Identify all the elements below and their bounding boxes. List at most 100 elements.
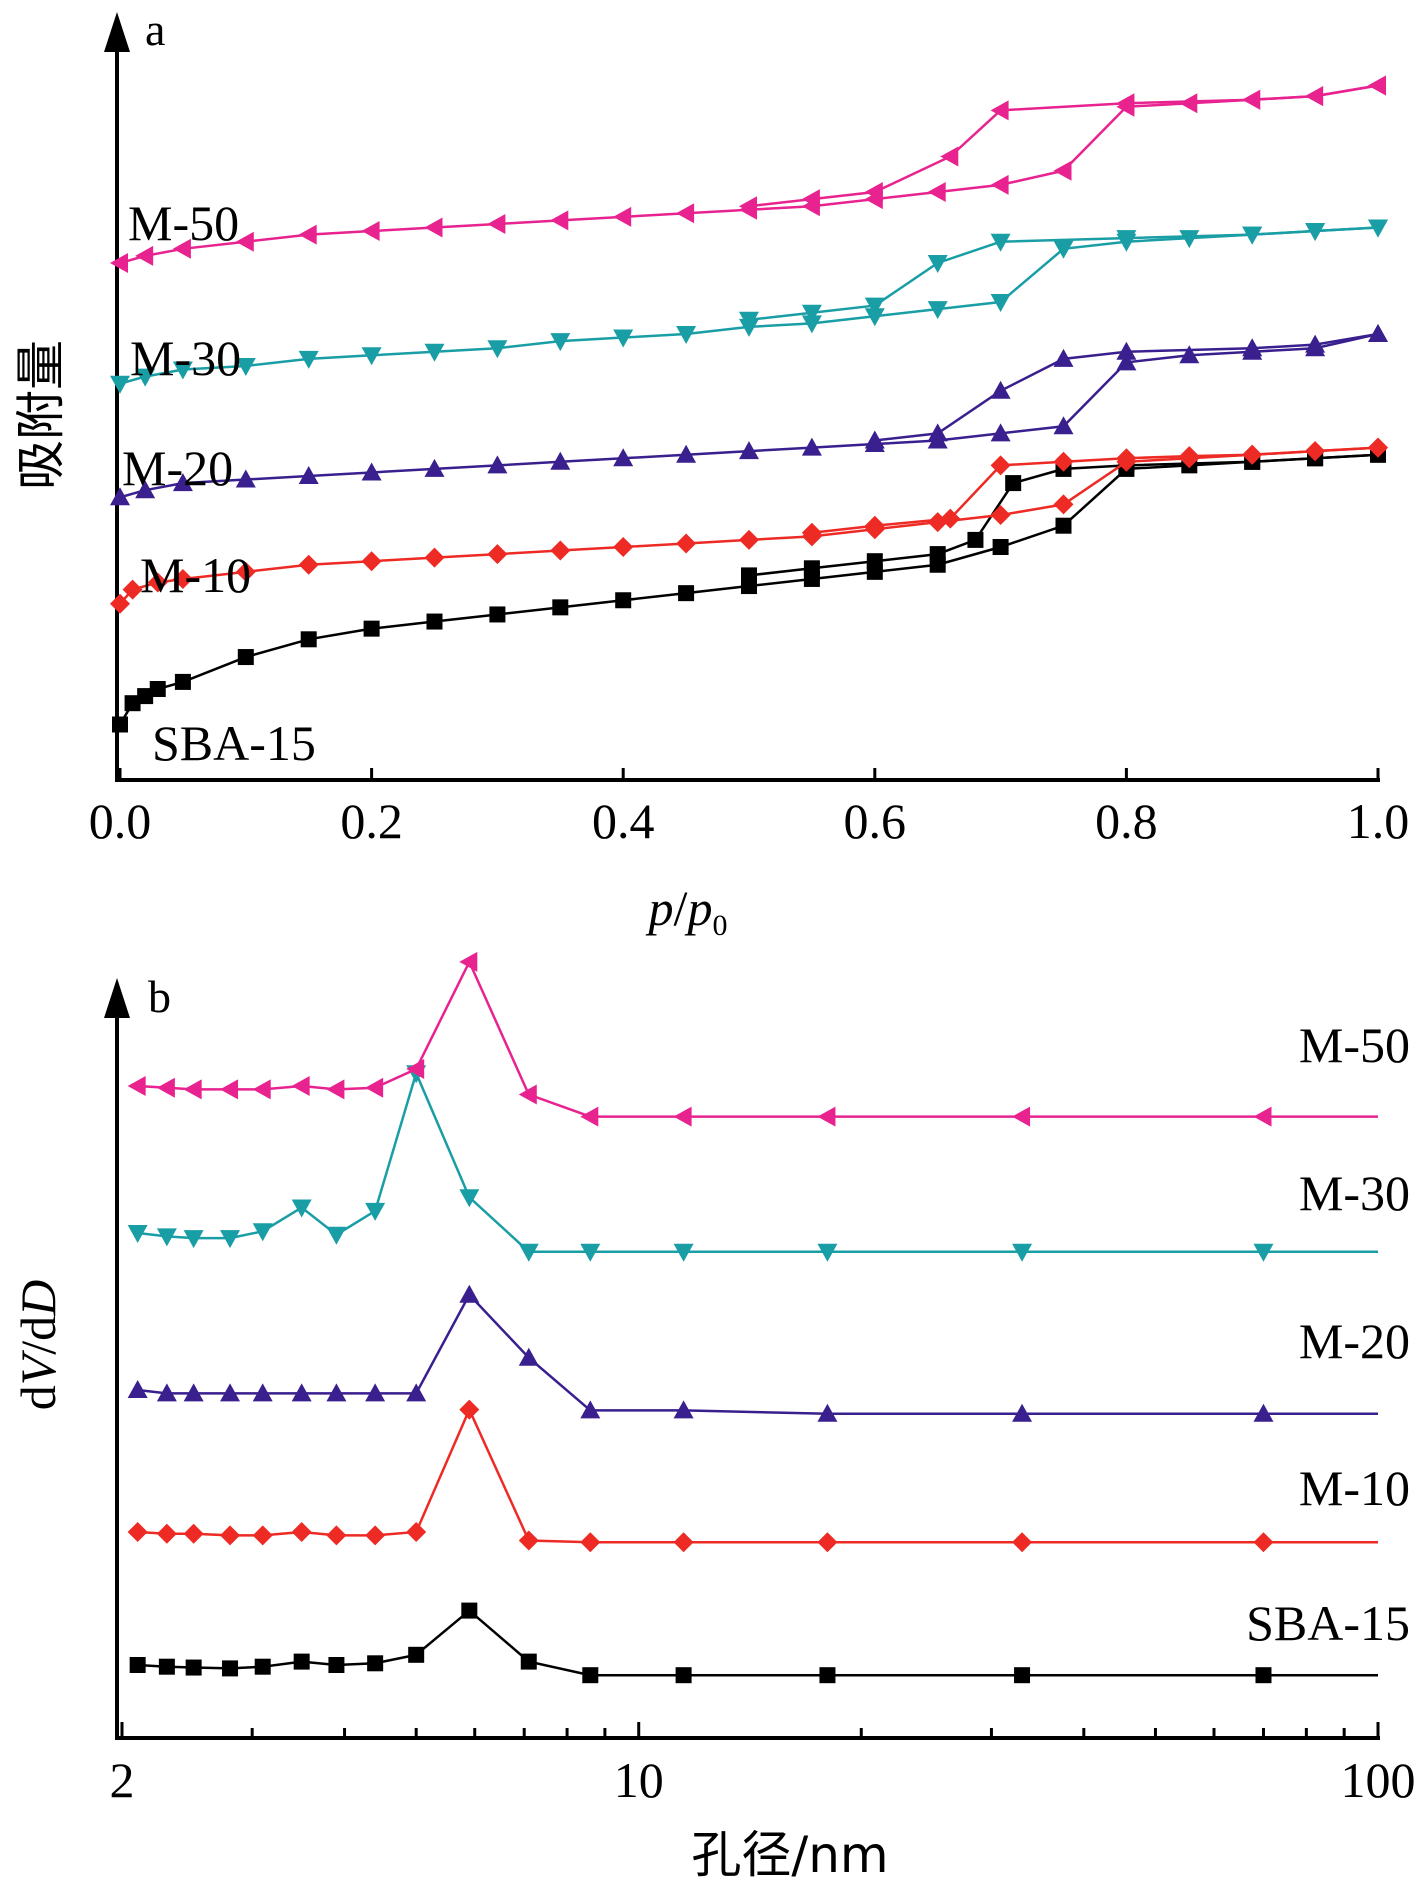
data-point	[866, 553, 883, 570]
series-label-m-50: M-50	[1299, 1017, 1410, 1073]
data-point	[801, 522, 822, 543]
data-point	[739, 529, 759, 550]
data-point	[127, 1076, 146, 1096]
data-point	[1116, 341, 1137, 360]
data-point	[1242, 89, 1261, 110]
data-point	[363, 620, 380, 637]
data-point	[1116, 352, 1137, 371]
series-label-m-20: M-20	[122, 440, 233, 496]
panel-a-y-arrow	[104, 12, 130, 52]
data-point	[149, 681, 166, 697]
data-point	[459, 1399, 480, 1420]
data-point	[252, 1525, 273, 1546]
data-point	[406, 1522, 427, 1542]
data-point	[801, 437, 822, 456]
panel-b-x-tick-label: 2	[110, 1752, 135, 1808]
data-point	[676, 203, 695, 224]
data-point	[461, 1602, 478, 1619]
data-point	[990, 174, 1009, 195]
data-point	[582, 1667, 599, 1684]
data-point	[1242, 338, 1263, 357]
panel-b-y-title-D: D	[10, 1280, 66, 1317]
data-point	[615, 592, 632, 609]
data-point	[326, 1226, 347, 1245]
data-point	[673, 1400, 694, 1419]
data-point	[172, 361, 193, 380]
data-point	[990, 455, 1011, 476]
data-point	[220, 1230, 241, 1249]
data-point	[1005, 475, 1022, 492]
panel-a-x-title-p0: p	[684, 880, 712, 936]
panel-b-y-arrow	[104, 978, 130, 1018]
series-m-10	[127, 1399, 1378, 1553]
data-point	[426, 613, 443, 630]
data-point	[220, 1079, 239, 1100]
isotherm-desorption-line	[874, 332, 1379, 442]
panel-b-y-title-V: V	[10, 1349, 66, 1385]
data-point	[801, 304, 822, 323]
data-point	[613, 329, 634, 348]
panel-b-series	[127, 951, 1378, 1684]
data-point	[220, 1383, 241, 1402]
data-point	[927, 423, 948, 442]
data-point	[235, 231, 254, 252]
data-point	[252, 1383, 273, 1402]
data-point	[459, 951, 478, 972]
panel-b: b 2 10 100 孔径/nm dV/dD SBA-15 M-10 M-20 M-30 M…	[10, 951, 1416, 1884]
data-point	[408, 1646, 425, 1663]
data-point	[801, 315, 822, 334]
data-point	[326, 1079, 345, 1100]
data-point	[1305, 441, 1326, 462]
data-point	[741, 567, 757, 584]
data-point	[673, 1106, 692, 1127]
data-point	[135, 245, 154, 266]
data-point	[137, 688, 154, 705]
data-point	[1305, 334, 1326, 353]
series-label-sba-15: SBA-15	[152, 715, 316, 771]
isotherm-adsorption-line	[119, 226, 1379, 385]
data-point	[1368, 75, 1386, 96]
pore-distribution-line	[137, 1406, 1378, 1544]
data-point	[817, 1243, 838, 1262]
panel-a-x-title-p: p	[646, 880, 674, 936]
data-point	[929, 546, 946, 563]
data-point	[990, 380, 1011, 399]
data-point	[580, 1400, 601, 1419]
series-sba-15	[129, 1602, 1378, 1684]
panel-a-series	[110, 75, 1388, 733]
data-point	[291, 1199, 312, 1218]
data-point	[817, 1106, 836, 1127]
panel-b-y-title-d1: d	[10, 1385, 66, 1410]
data-point	[328, 1657, 345, 1673]
data-point	[127, 1225, 148, 1243]
isotherm-desorption-line	[811, 446, 1379, 535]
data-point	[367, 1655, 384, 1672]
series-m-20	[127, 1284, 1378, 1422]
data-point	[487, 455, 508, 474]
data-point	[864, 308, 885, 327]
data-point	[673, 1532, 694, 1553]
data-point	[487, 340, 508, 359]
data-point	[927, 301, 948, 320]
data-point	[550, 451, 571, 470]
data-point	[1053, 160, 1072, 181]
data-point	[365, 1077, 384, 1098]
series-m-20	[110, 324, 1388, 506]
data-point	[326, 1525, 347, 1546]
data-point	[552, 599, 569, 616]
data-point	[156, 1228, 177, 1247]
pore-distribution-line	[137, 1292, 1378, 1416]
panel-a-x-tick-label: 0.4	[592, 793, 655, 849]
series-label-sba-15: SBA-15	[1246, 1595, 1410, 1651]
data-point	[487, 213, 506, 234]
data-point	[235, 561, 256, 582]
series-sba-15	[112, 446, 1386, 733]
series-label-m-10: M-10	[140, 547, 251, 603]
data-point	[673, 1243, 694, 1262]
data-point	[940, 146, 959, 167]
data-point	[675, 1667, 692, 1684]
data-point	[990, 100, 1009, 121]
data-point	[864, 182, 883, 202]
data-point	[1368, 437, 1388, 458]
